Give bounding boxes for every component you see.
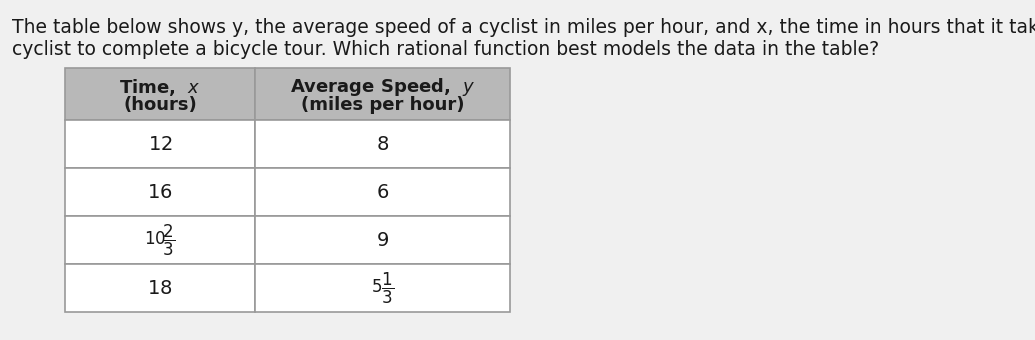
Text: $6$: $6$ [376,183,389,202]
Bar [255,264,510,312]
Text: $8$: $8$ [376,135,389,153]
Text: $16$: $16$ [147,183,173,202]
Bar [65,120,255,168]
Text: $5\dfrac{1}{3}$: $5\dfrac{1}{3}$ [371,270,394,306]
Text: The table below shows y, the average speed of a cyclist in miles per hour, and x: The table below shows y, the average spe… [12,18,1035,37]
Text: (miles per hour): (miles per hour) [301,96,465,114]
Bar [65,68,255,120]
Text: $12$: $12$ [148,135,173,153]
Text: cyclist to complete a bicycle tour. Which rational function best models the data: cyclist to complete a bicycle tour. Whic… [12,40,879,59]
Bar [65,216,255,264]
Bar [255,168,510,216]
Bar [65,168,255,216]
Text: Average Speed,  $y$: Average Speed, $y$ [290,76,475,98]
Text: (hours): (hours) [123,96,197,114]
Bar [65,264,255,312]
Text: $18$: $18$ [147,278,173,298]
Text: $9$: $9$ [376,231,389,250]
Text: Time,  $x$: Time, $x$ [119,76,201,98]
Bar [255,120,510,168]
Bar [255,216,510,264]
Bar [255,68,510,120]
Text: $10\!\dfrac{2}{3}$: $10\!\dfrac{2}{3}$ [145,222,176,258]
